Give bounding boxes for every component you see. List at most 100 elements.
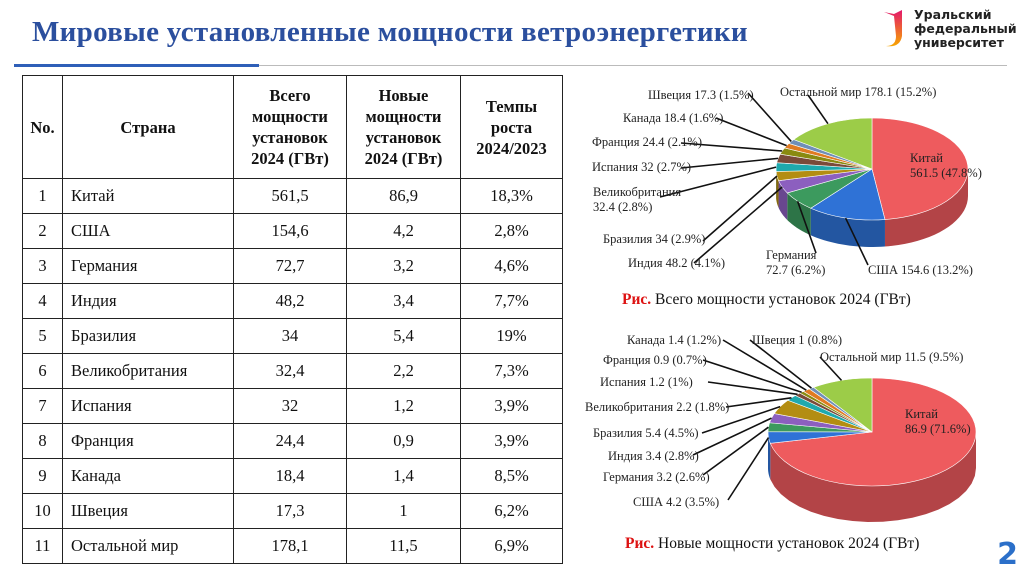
logo-line-3: университет (914, 35, 1005, 50)
caption-title: Всего мощности установок 2024 (ГВт) (655, 291, 911, 308)
total-capacity: 561,5 (233, 178, 347, 214)
growth-rate: 6,9% (460, 528, 563, 564)
new-capacity: 1,2 (346, 388, 461, 424)
caption-title: Новые мощности установок 2024 (ГВт) (658, 535, 920, 552)
row-number: 2 (22, 213, 63, 249)
new-capacity: 1 (346, 493, 461, 529)
slice-label: Индия 48.2 (4.1%) (628, 256, 726, 270)
leader-line (715, 117, 787, 147)
leader-line (722, 339, 807, 391)
pie-slice-side (778, 180, 788, 220)
table-row: 11 Остальной мир 178,1 11,5 6,9% (22, 528, 563, 564)
country-name: Бразилия (62, 318, 234, 354)
slice-label: США 154.6 (13.2%) (868, 263, 973, 277)
leader-line (680, 157, 779, 169)
row-number: 1 (22, 178, 63, 214)
col-total: Всего мощности установок 2024 (ГВт) (233, 75, 347, 179)
new-capacity: 0,9 (346, 423, 461, 459)
total-capacity: 18,4 (233, 458, 347, 494)
new-capacity: 5,4 (346, 318, 461, 354)
slice-label: Канада 18.4 (1.6%) (623, 111, 724, 125)
country-name: Индия (62, 283, 234, 319)
slice-label: Бразилия 34 (2.9%) (603, 232, 706, 246)
leader-line (707, 381, 798, 396)
leader-line (692, 417, 772, 456)
chart-new-panel: Китай 86.9 (71.6%) США 4.2 (3.5%) Германия … (578, 325, 1008, 562)
wind-capacity-table: No. Страна Всего мощности установок 2024… (22, 75, 563, 564)
country-name: Швеция (62, 493, 234, 529)
leader-line (819, 356, 843, 381)
pie-slice-11 (793, 117, 873, 170)
slice-label: Франция 24.4 (2.1%) (592, 135, 702, 149)
pie-slice-1 (871, 117, 969, 220)
row-number: 3 (22, 248, 63, 284)
slice-label: Остальной мир 178.1 (15.2%) (780, 85, 937, 99)
new-capacity: 3,2 (346, 248, 461, 284)
country-name: Испания (62, 388, 234, 424)
slice-label: Швеция 1 (0.8%) (752, 333, 842, 347)
slice-label: Германия 72.7 (6.2%) (766, 248, 826, 277)
page-title: Мировые установленные мощности ветроэнер… (32, 16, 748, 48)
caption-prefix: Рис. (622, 291, 652, 308)
pie-slice-1 (769, 377, 977, 487)
row-number: 4 (22, 283, 63, 319)
slice-label: Китай 86.9 (71.6%) (905, 407, 971, 436)
country-name: Франция (62, 423, 234, 459)
new-capacity: 1,4 (346, 458, 461, 494)
slice-label: США 4.2 (3.5%) (633, 495, 720, 509)
leader-line (747, 92, 792, 142)
slice-label: Швеция 17.3 (1.5%) (648, 88, 754, 102)
caption-prefix: Рис. (625, 535, 655, 552)
pie-slice-side (770, 432, 976, 522)
col-no: No. (22, 75, 63, 179)
country-name: Канада (62, 458, 234, 494)
pie-slice-side (768, 432, 771, 480)
growth-rate: 19% (460, 318, 563, 354)
col-new: Новые мощности установок 2024 (ГВт) (346, 75, 461, 179)
country-name: США (62, 213, 234, 249)
slice-label: Франция 0.9 (0.7%) (603, 353, 707, 367)
slice-label: Великобритания 2.2 (1.8%) (585, 400, 730, 414)
pie-chart (692, 339, 977, 522)
new-capacity: 86,9 (346, 178, 461, 214)
total-capacity: 17,3 (233, 493, 347, 529)
slice-label: Бразилия 5.4 (4.5%) (593, 426, 699, 440)
col-growth: Темпы роста 2024/2023 (460, 75, 563, 179)
urfu-logo: Уральский федеральный университет (880, 6, 1017, 56)
table-header-row: No. Страна Всего мощности установок 2024… (22, 75, 563, 179)
slice-label: Великобритания 32.4 (2.8%) (593, 185, 682, 214)
leader-line (680, 142, 783, 152)
table-row: 2 США 154,6 4,2 2,8% (22, 213, 563, 249)
growth-rate: 3,9% (460, 423, 563, 459)
total-capacity: 24,4 (233, 423, 347, 459)
total-capacity: 48,2 (233, 283, 347, 319)
total-capacity: 34 (233, 318, 347, 354)
title-underline (14, 64, 259, 67)
leader-line (807, 94, 829, 125)
header-divider (259, 65, 1007, 66)
row-number: 7 (22, 388, 63, 424)
growth-rate: 8,5% (460, 458, 563, 494)
leader-line (844, 217, 869, 266)
slice-label: Индия 3.4 (2.8%) (608, 449, 699, 463)
growth-rate: 18,3% (460, 178, 563, 214)
table-row: 4 Индия 48,2 3,4 7,7% (22, 283, 563, 319)
logo-line-2: федеральный (914, 21, 1017, 36)
total-capacity: 154,6 (233, 213, 347, 249)
slice-label: Испания 1.2 (1%) (600, 375, 693, 389)
pie-slice-side (884, 169, 968, 247)
country-name: Остальной мир (62, 528, 234, 564)
row-number: 10 (22, 493, 63, 529)
country-name: Германия (62, 248, 234, 284)
total-capacity: 72,7 (233, 248, 347, 284)
total-capacity: 32 (233, 388, 347, 424)
pie-slice-side (787, 192, 811, 236)
row-number: 9 (22, 458, 63, 494)
table-row: 1 Китай 561,5 86,9 18,3% (22, 178, 563, 214)
leader-line (796, 200, 817, 254)
leader-line (659, 166, 777, 198)
row-number: 5 (22, 318, 63, 354)
chart-caption: Рис. Всего мощности установок 2024 (ГВт) (622, 291, 911, 309)
chart-total-panel: Китай 561.5 (47.8%) США 154.6 (13.2%) Герма… (578, 75, 1008, 315)
country-name: Великобритания (62, 353, 234, 389)
